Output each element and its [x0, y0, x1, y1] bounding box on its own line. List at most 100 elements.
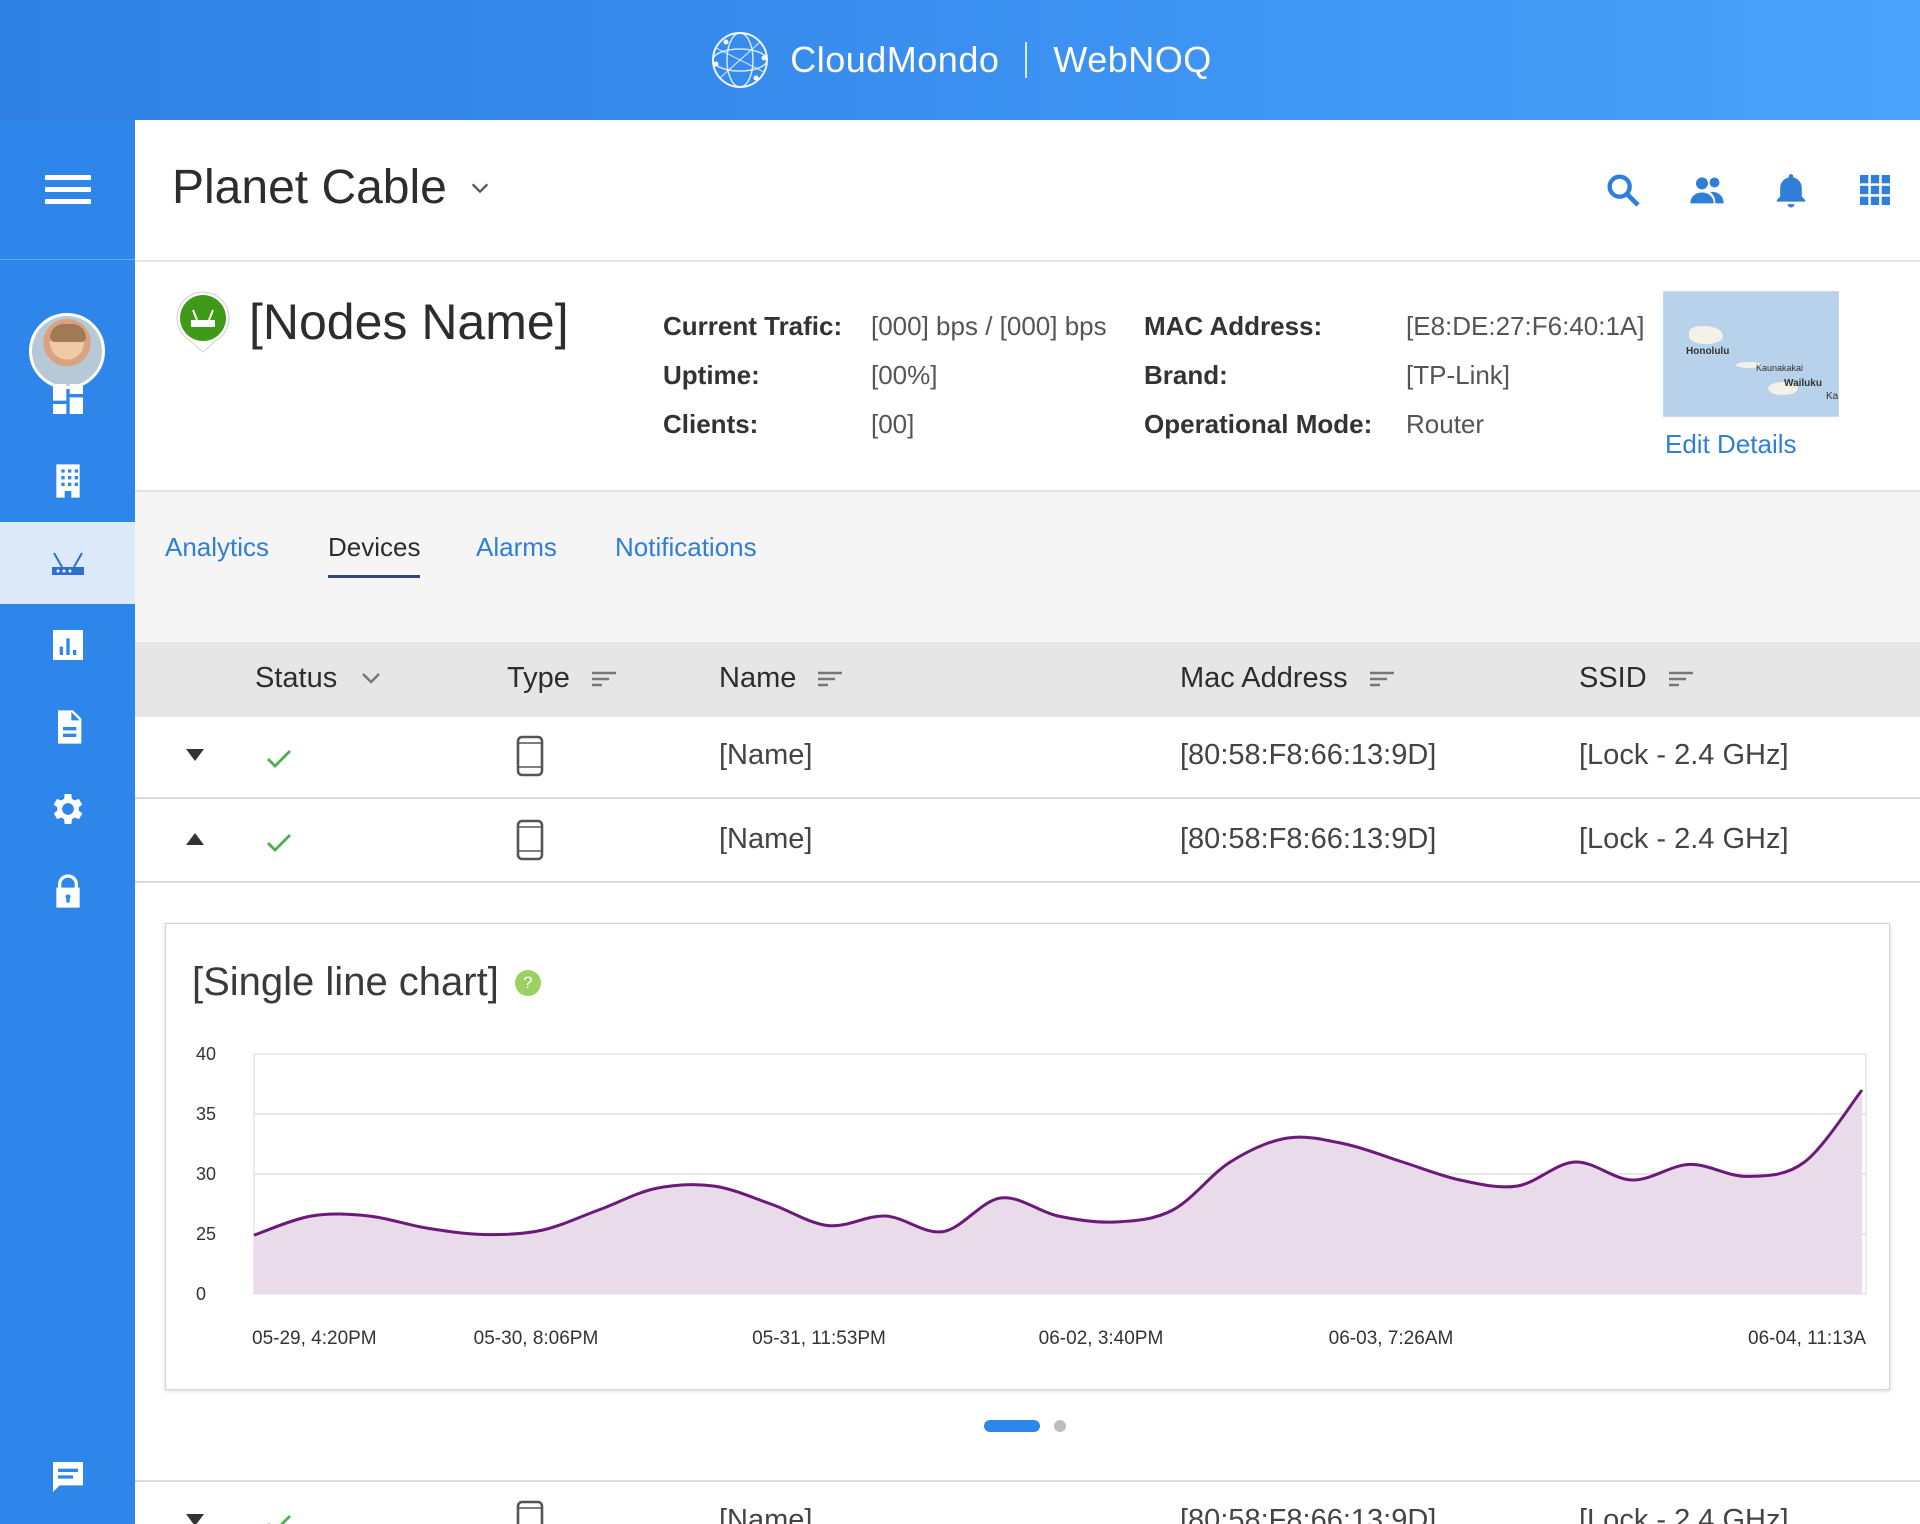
info-value: [00] — [871, 409, 915, 439]
device-ssid: [Lock - 2.4 GHz] — [1579, 823, 1789, 855]
bell-icon[interactable] — [1771, 170, 1811, 210]
sidebar-item-settings[interactable] — [0, 768, 135, 850]
tab-devices[interactable]: Devices — [328, 532, 421, 578]
menu-button[interactable] — [0, 120, 135, 260]
y-tick-label: 40 — [196, 1044, 216, 1064]
sidebar-item-devices[interactable] — [0, 522, 135, 604]
y-tick-label: 30 — [196, 1164, 216, 1184]
column-label: Name — [719, 662, 797, 694]
apps-grid-icon[interactable] — [1855, 170, 1895, 210]
column-header-type[interactable]: Type — [507, 662, 618, 695]
info-label: Uptime: — [663, 360, 760, 390]
node-name: [Nodes Name] — [249, 294, 569, 350]
x-tick-label: 05-30, 8:06PM — [474, 1328, 599, 1349]
column-header-status[interactable]: Status — [255, 662, 385, 695]
map-label: Kaunakakai — [1756, 363, 1804, 373]
help-icon[interactable]: ? — [514, 969, 541, 996]
sort-icon — [1369, 671, 1394, 686]
map-island — [1689, 326, 1723, 344]
sidebar-item-dashboard[interactable] — [0, 358, 135, 440]
gear-icon — [53, 794, 82, 824]
search-icon[interactable] — [1603, 170, 1643, 210]
sort-icon — [1668, 671, 1693, 686]
globe-logo-icon — [712, 32, 769, 88]
tab-notifications[interactable]: Notifications — [615, 532, 757, 562]
router-icon — [51, 552, 84, 575]
tabs: Analytics Devices Alarms Notifications — [135, 492, 1920, 642]
map-label: Ka — [1826, 391, 1839, 402]
sidebar — [0, 120, 135, 1524]
page-header: Planet Cable — [135, 120, 1920, 262]
x-tick-label: 05-31, 11:53PM — [752, 1328, 886, 1349]
pagination-dot-active[interactable] — [984, 1420, 1040, 1432]
sort-icon — [818, 671, 843, 686]
check-icon — [268, 1515, 291, 1524]
check-icon — [267, 750, 291, 768]
caret-down-icon[interactable] — [185, 1512, 205, 1524]
column-label: Mac Address — [1180, 662, 1348, 694]
column-header-ssid[interactable]: SSID — [1579, 662, 1695, 695]
x-tick-label: 06-04, 11:13A — [1748, 1328, 1866, 1349]
info-value: Router — [1406, 409, 1485, 439]
sidebar-item-buildings[interactable] — [0, 440, 135, 522]
x-tick-label: 06-03, 7:26AM — [1329, 1328, 1454, 1349]
caret-down-icon[interactable] — [185, 747, 205, 763]
info-label: MAC Address: — [1144, 311, 1323, 341]
table-header: Status Type Name Mac Address SSID — [135, 642, 1920, 717]
org-selector[interactable]: Planet Cable — [172, 160, 491, 215]
chart-title-row: [Single line chart] ? — [192, 960, 541, 1005]
series-line — [253, 1089, 1864, 1237]
table-row[interactable]: [Name] [80:58:F8:66:13:9D] [Lock - 2.4 G… — [135, 1480, 1920, 1524]
phone-icon — [516, 735, 544, 777]
sidebar-item-reports[interactable] — [0, 604, 135, 686]
tab-analytics[interactable]: Analytics — [165, 532, 270, 562]
map-label: Honolulu — [1686, 346, 1730, 357]
node-info-labels-left: Current Trafic: Uptime: Clients: — [663, 302, 842, 449]
map-island — [1768, 382, 1798, 395]
device-name: [Name] — [719, 739, 813, 771]
brand-bar: CloudMondo WebNOQ — [0, 0, 1920, 120]
node-info-values-right: [E8:DE:27:F6:40:1A] [TP-Link] Router — [1406, 302, 1644, 449]
info-label: Current Trafic: — [663, 311, 843, 341]
info-value: [00%] — [871, 360, 938, 390]
phone-icon — [516, 819, 544, 861]
column-label: SSID — [1579, 662, 1647, 694]
device-mac: [80:58:F8:66:13:9D] — [1180, 739, 1437, 771]
pagination-dot[interactable] — [1054, 1420, 1066, 1432]
map-label: Wailuku — [1784, 378, 1822, 389]
column-header-mac[interactable]: Mac Address — [1180, 662, 1396, 695]
location-map-thumbnail[interactable]: Honolulu Kaunakakai Wailuku Ka — [1663, 291, 1839, 417]
dashboard-icon — [52, 384, 83, 414]
node-info-values-left: [000] bps / [000] bps [00%] [00] — [871, 302, 1107, 449]
node-details: [Nodes Name] Current Trafic: Uptime: Cli… — [135, 264, 1920, 492]
carousel-pagination — [984, 1420, 1066, 1432]
avatar[interactable] — [29, 313, 105, 389]
page-title: Planet Cable — [172, 161, 447, 214]
brand-name: CloudMondo — [790, 39, 1000, 80]
users-icon[interactable] — [1687, 170, 1727, 210]
column-header-name[interactable]: Name — [719, 662, 844, 695]
main-content: Planet Cable [Nodes Name] Current Trafic… — [135, 120, 1920, 1524]
x-tick-label: 06-02, 3:40PM — [1039, 1328, 1164, 1349]
chat-button[interactable] — [0, 1442, 135, 1512]
edit-details-link[interactable]: Edit Details — [1665, 429, 1797, 459]
y-tick-label: 0 — [196, 1284, 206, 1304]
info-value: [000] bps / [000] bps — [871, 311, 1107, 341]
tab-alarms[interactable]: Alarms — [476, 532, 557, 562]
chevron-down-icon — [471, 183, 489, 193]
line-chart: 40 35 30 25 0 05-29, 4:20PM 05-30, 8:06PM 05-31… — [196, 1044, 1867, 1349]
sidebar-item-documents[interactable] — [0, 686, 135, 768]
sidebar-item-security[interactable] — [0, 850, 135, 932]
bar-chart-icon — [52, 630, 83, 660]
table-row[interactable]: [Name] [80:58:F8:66:13:9D] [Lock - 2.4 G… — [135, 801, 1920, 883]
info-label: Operational Mode: — [1144, 409, 1373, 439]
caret-up-icon[interactable] — [185, 831, 205, 847]
product-name: WebNOQ — [1053, 39, 1212, 80]
device-ssid: [Lock - 2.4 GHz] — [1579, 739, 1789, 771]
router-status-pin-icon — [176, 291, 230, 353]
building-icon — [55, 464, 80, 498]
map-island — [1736, 362, 1762, 368]
node-info-labels-right: MAC Address: Brand: Operational Mode: — [1144, 302, 1372, 449]
phone-icon — [516, 1500, 544, 1524]
table-row[interactable]: [Name] [80:58:F8:66:13:9D] [Lock - 2.4 G… — [135, 717, 1920, 799]
